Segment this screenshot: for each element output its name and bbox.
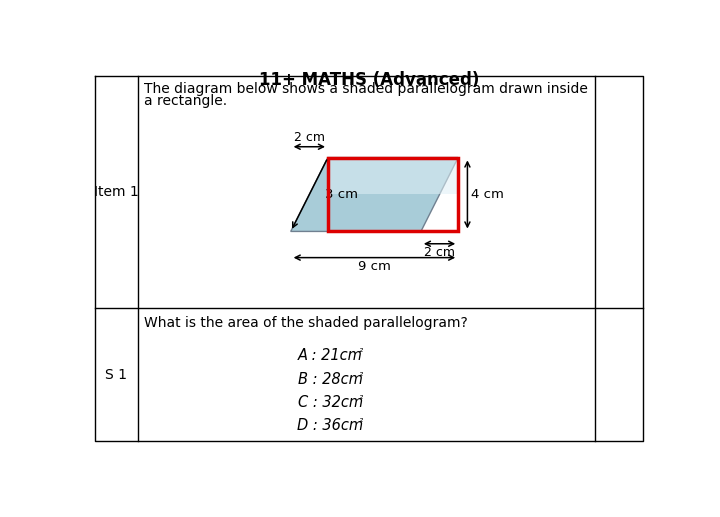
Polygon shape <box>291 158 458 232</box>
Polygon shape <box>328 158 458 194</box>
Bar <box>328 158 458 232</box>
Text: What is the area of the shaded parallelogram?: What is the area of the shaded parallelo… <box>144 316 468 330</box>
Text: 3 cm: 3 cm <box>325 188 358 201</box>
Text: a rectangle.: a rectangle. <box>144 95 228 109</box>
Text: 9 cm: 9 cm <box>358 260 391 273</box>
Text: ²: ² <box>358 348 362 358</box>
Text: Item 1: Item 1 <box>94 185 139 199</box>
Text: B : 28cm: B : 28cm <box>298 372 363 387</box>
Text: 11+ MATHS (Advanced): 11+ MATHS (Advanced) <box>258 71 480 89</box>
Text: A : 21cm: A : 21cm <box>298 348 363 363</box>
Text: D : 36cm: D : 36cm <box>297 418 364 433</box>
Text: ²: ² <box>358 418 362 428</box>
Text: ²: ² <box>358 372 362 382</box>
Text: 2 cm: 2 cm <box>424 246 455 259</box>
Text: ²: ² <box>358 394 362 405</box>
Text: 2 cm: 2 cm <box>294 131 325 144</box>
Text: C : 32cm: C : 32cm <box>297 394 363 409</box>
Text: 4 cm: 4 cm <box>472 188 504 201</box>
Text: The diagram below shows a shaded parallelogram drawn inside: The diagram below shows a shaded paralle… <box>144 82 588 96</box>
Text: S 1: S 1 <box>105 368 127 382</box>
